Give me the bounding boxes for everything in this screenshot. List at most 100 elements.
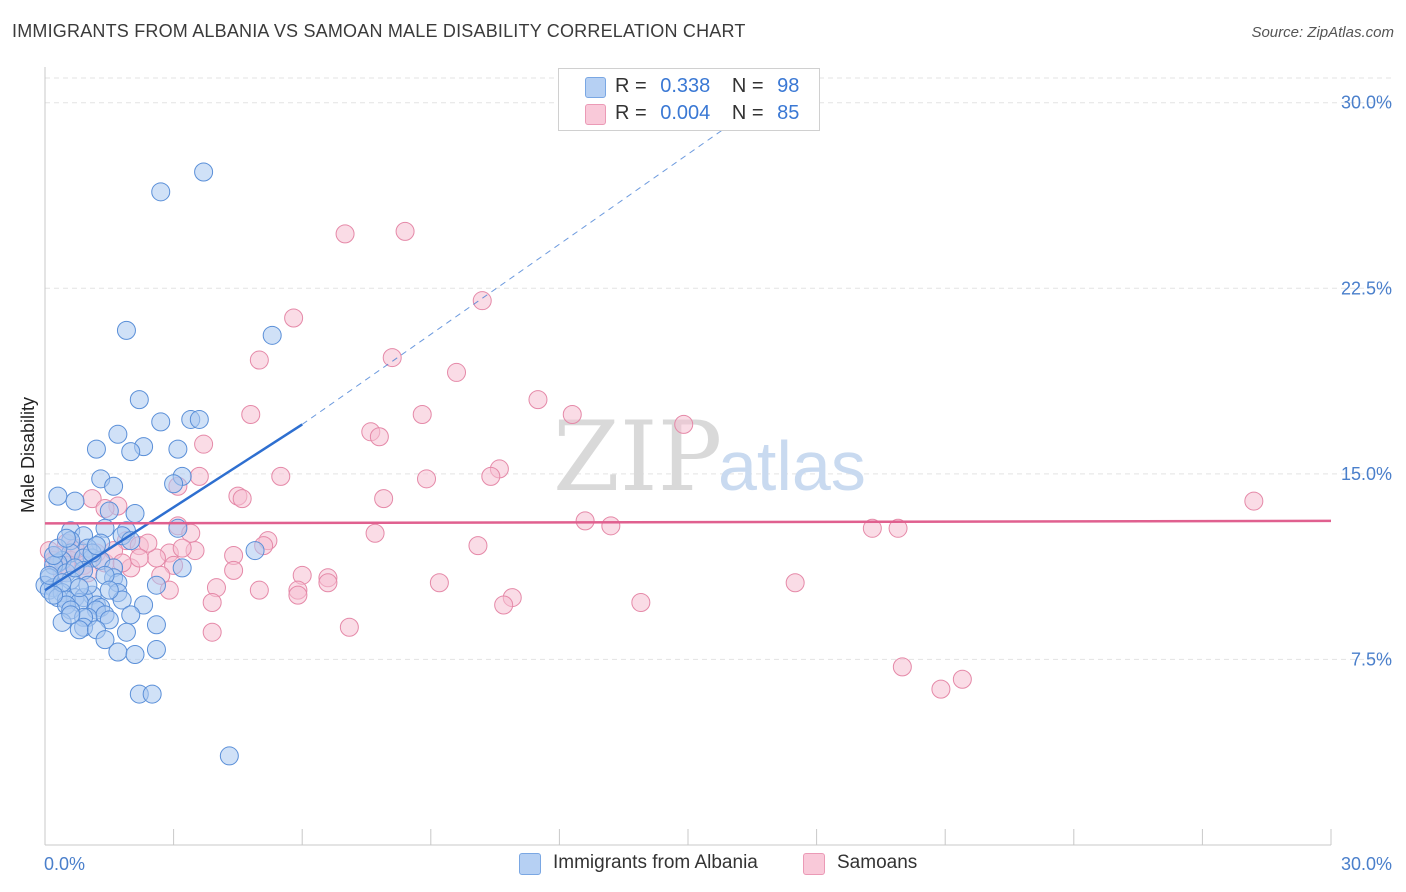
albania-point-8: [108, 424, 128, 444]
y-tick-label-0: 7.5%: [1351, 649, 1392, 669]
albania-point-41: [172, 558, 192, 578]
albania-point-20: [125, 503, 145, 523]
albania-n-value: 98: [777, 75, 800, 97]
samoan-point-69: [202, 593, 222, 613]
albania-r-value: 0.338: [660, 75, 711, 97]
albania-point-80: [125, 644, 145, 664]
y-tick-label-2: 22.5%: [1341, 278, 1392, 298]
samoan-point-19: [481, 466, 501, 486]
bottom-samoan-swatch: [803, 853, 825, 875]
samoan-point-82: [129, 548, 149, 568]
y-tick-label-3: 30.0%: [1341, 93, 1392, 113]
samoan-point-68: [631, 593, 651, 613]
albania-point-97: [86, 536, 106, 556]
albania-point-2: [116, 320, 136, 340]
albania-point-31: [245, 541, 265, 561]
samoan-point-18: [417, 469, 437, 489]
albania-point-83: [219, 746, 239, 766]
samoan-trend-line: [44, 519, 1332, 525]
samoan-point-9: [412, 404, 432, 424]
samoan-point-53: [224, 560, 244, 580]
x-tick-label-1: 30.0%: [1341, 854, 1392, 874]
samoan-point-17: [271, 466, 291, 486]
samoan-point-14: [194, 434, 214, 454]
bottom-albania-swatch: [519, 853, 541, 875]
samoan-point-1: [335, 224, 355, 244]
albania-point-3: [262, 325, 282, 345]
trend-lines: [44, 114, 1332, 592]
albania-r-label: R =: [615, 75, 647, 97]
samoan-point-4: [382, 348, 402, 368]
albania-point-12: [121, 442, 141, 462]
samoan-point-0: [395, 221, 415, 241]
samoan-n-value: 85: [777, 102, 800, 124]
samoan-point-22: [232, 489, 252, 509]
watermark-atlas: atlas: [718, 427, 866, 505]
samoan-point-23: [374, 489, 394, 509]
albania-point-4: [129, 390, 149, 410]
albania-point-18: [65, 491, 85, 511]
albania-point-19: [99, 501, 119, 521]
samoan-point-29: [601, 516, 621, 536]
bottom-albania-label: Immigrants from Albania: [553, 852, 758, 873]
samoan-point-62: [249, 580, 269, 600]
samoan-point-11: [674, 414, 694, 434]
bottom-samoan-label: Samoans: [837, 852, 918, 873]
albania-point-62: [134, 595, 154, 615]
chart-title: IMMIGRANTS FROM ALBANIA VS SAMOAN MALE D…: [12, 21, 746, 41]
albania-point-6: [189, 409, 209, 429]
albania-point-49: [146, 575, 166, 595]
albania-point-11: [86, 439, 106, 459]
albania-point-82: [142, 684, 162, 704]
samoan-point-6: [447, 362, 467, 382]
albania-point-93: [69, 578, 89, 598]
albania-point-77: [95, 630, 115, 650]
albania-points: [35, 162, 282, 766]
albania-point-15: [164, 474, 184, 494]
samoan-point-30: [862, 518, 882, 538]
samoan-n-label: N =: [731, 102, 764, 124]
samoan-point-13: [369, 427, 389, 447]
tick-labels: 7.5% 15.0% 22.5% 30.0% 0.0% 30.0%: [44, 93, 1392, 874]
samoan-point-71: [202, 622, 222, 642]
grid-lines: [45, 77, 1392, 660]
samoan-point-8: [241, 404, 261, 424]
samoan-point-2: [472, 291, 492, 311]
albania-point-78: [146, 640, 166, 660]
albania-point-7: [151, 412, 171, 432]
samoan-point-73: [952, 669, 972, 689]
samoan-point-64: [288, 585, 308, 605]
samoan-point-58: [318, 573, 338, 593]
x-tick-label-0: 0.0%: [44, 854, 85, 874]
albania-trend-line: [44, 423, 303, 592]
samoan-r-label: R =: [615, 102, 647, 124]
albania-trend-extension: [301, 114, 745, 425]
samoan-point-7: [528, 390, 548, 410]
albania-n-label: N =: [731, 75, 764, 97]
albania-point-72: [146, 615, 166, 635]
albania-point-76: [116, 622, 136, 642]
albania-point-91: [56, 528, 76, 548]
samoan-point-10: [562, 404, 582, 424]
albania-point-0: [194, 162, 214, 182]
samoan-point-16: [189, 466, 209, 486]
watermark: ZIP atlas: [553, 401, 866, 513]
samoan-point-3: [284, 308, 304, 328]
samoan-point-59: [429, 573, 449, 593]
samoan-point-70: [339, 617, 359, 637]
source-label: Source: ZipAtlas.com: [1251, 24, 1394, 41]
y-tick-label-1: 15.0%: [1341, 464, 1392, 484]
samoan-point-5: [249, 350, 269, 370]
albania-point-79: [108, 642, 128, 662]
samoan-point-72: [892, 657, 912, 677]
albania-point-95: [99, 580, 119, 600]
samoan-point-27: [1244, 491, 1264, 511]
samoan-point-37: [468, 536, 488, 556]
albania-point-70: [99, 610, 119, 630]
albania-swatch: [585, 77, 606, 98]
albania-point-16: [104, 476, 124, 496]
albania-point-96: [61, 605, 81, 625]
y-axis-label: Male Disability: [18, 397, 38, 513]
samoan-point-28: [575, 511, 595, 531]
